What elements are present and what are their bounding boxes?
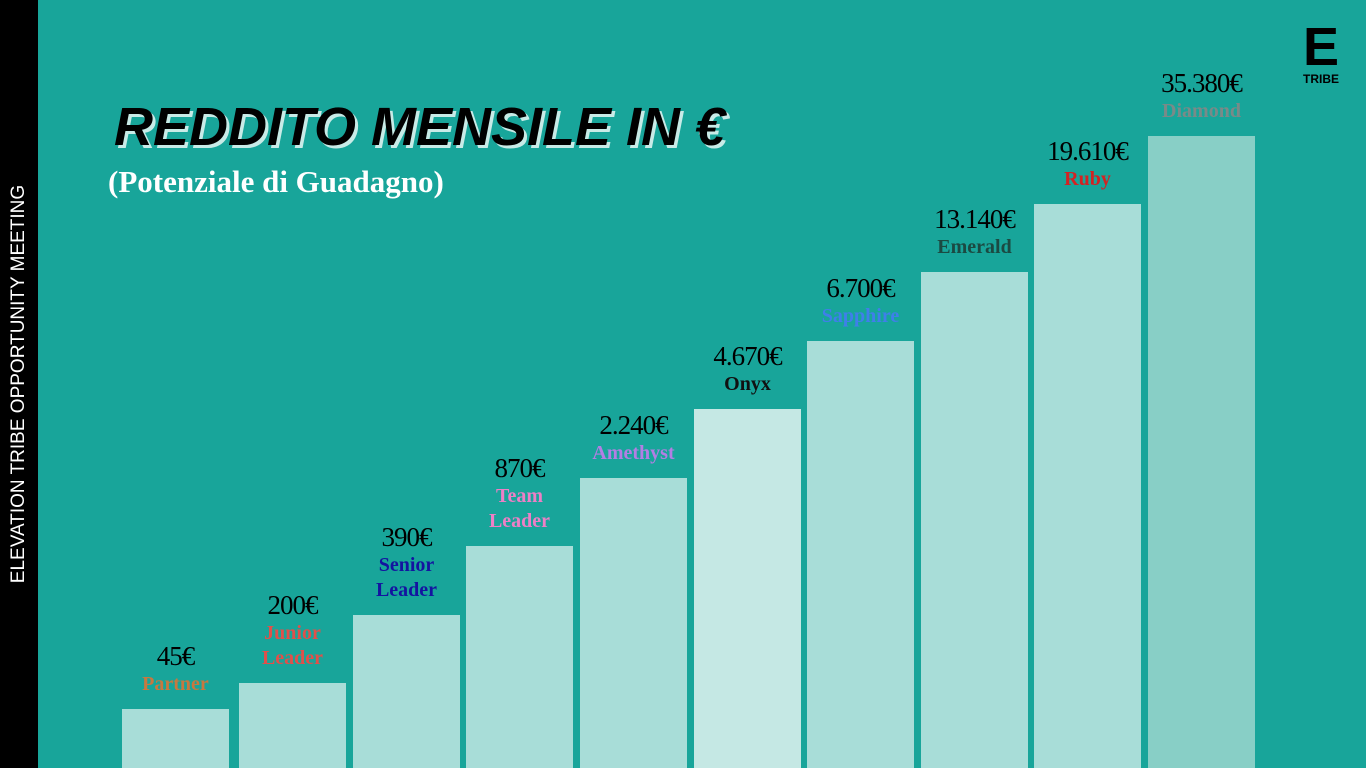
sidebar: ELEVATION TRIBE OPPORTUNITY MEETING [0, 0, 38, 768]
step-bar [122, 709, 229, 768]
step-value: 4.670€ [713, 341, 782, 371]
logo-text: TRIBE [1303, 72, 1339, 86]
step-label: 200€ Junior Leader [228, 589, 358, 671]
step-name: Ruby [1064, 168, 1111, 190]
step-value: 2.240€ [599, 410, 668, 440]
step-label: 19.610€ Ruby [1023, 135, 1153, 192]
step-name: Onyx [724, 373, 771, 395]
step-name: Diamond [1162, 100, 1241, 122]
step-label: 2.240€ Amethyst [569, 409, 699, 466]
step-bar [807, 341, 914, 768]
step-label: 45€ Partner [111, 640, 241, 697]
step-bar [694, 409, 801, 768]
step-label: 390€ Senior Leader [342, 521, 472, 603]
step-bar [1034, 204, 1141, 768]
step-value: 35.380€ [1161, 68, 1243, 98]
step-bar [353, 615, 460, 768]
step-value: 13.140€ [934, 204, 1016, 234]
step-label: 6.700€ Sapphire [796, 272, 926, 329]
step-label: 870€ Team Leader [455, 452, 585, 534]
step-bar [1148, 136, 1255, 768]
step-label: 13.140€ Emerald [910, 203, 1040, 260]
step-name: Junior Leader [261, 622, 324, 669]
step-bar [239, 683, 346, 768]
logo: E TRIBE [1300, 17, 1342, 86]
step-name: Team Leader [488, 485, 551, 532]
step-bar [466, 546, 573, 768]
title: REDDITO MENSILE IN € [114, 97, 726, 157]
step-value: 870€ [494, 453, 546, 483]
step-name: Partner [142, 673, 209, 695]
logo-letter: E [1302, 17, 1340, 77]
sidebar-text: ELEVATION TRIBE OPPORTUNITY MEETING [8, 184, 29, 584]
step-value: 200€ [267, 590, 319, 620]
step-name: Sapphire [821, 305, 900, 327]
step-value: 6.700€ [826, 273, 895, 303]
step-value: 19.610€ [1047, 136, 1129, 166]
step-value: 45€ [156, 641, 196, 671]
subtitle: (Potenziale di Guadagno) [108, 164, 444, 199]
step-value: 390€ [381, 522, 433, 552]
step-name: Amethyst [592, 442, 675, 464]
step-label: 35.380€ Diamond [1137, 67, 1267, 124]
step-name: Emerald [937, 236, 1012, 258]
step-label: 4.670€ Onyx [683, 340, 813, 397]
step-name: Senior Leader [375, 554, 438, 601]
step-bar [921, 272, 1028, 768]
step-bar [580, 478, 687, 768]
